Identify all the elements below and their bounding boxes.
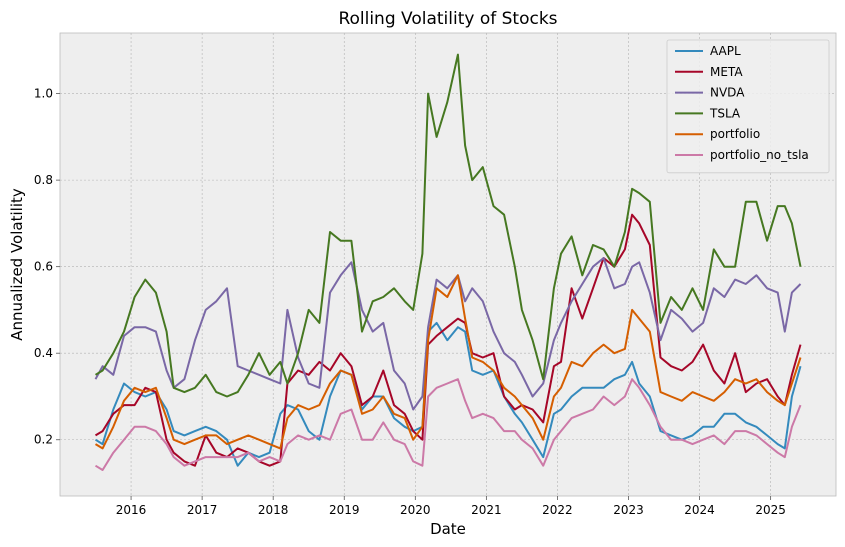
series-line-portfolio-no-tsla <box>94 378 802 471</box>
series-line-meta <box>94 213 802 467</box>
y-tick-label: 0.6 <box>34 260 53 274</box>
x-tick-label: 2023 <box>613 503 644 517</box>
chart-title: Rolling Volatility of Stocks <box>338 9 557 29</box>
x-tick-label: 2018 <box>258 503 289 517</box>
x-tick-label: 2025 <box>755 503 786 517</box>
series-line-nvda <box>94 257 802 411</box>
x-tick-label: 2016 <box>116 503 147 517</box>
x-tick-label: 2019 <box>329 503 360 517</box>
x-tick-label: 2024 <box>684 503 715 517</box>
y-axis-title: Annualized Volatility <box>8 188 26 341</box>
legend-label: portfolio <box>710 127 760 141</box>
y-tick-label: 0.8 <box>34 173 53 187</box>
series-line-aapl <box>94 321 802 467</box>
x-axis-title: Date <box>430 520 466 538</box>
legend-label: NVDA <box>710 86 745 100</box>
legend: AAPL META NVDA TSLA portfolio portfolio_no_ts… <box>666 39 830 174</box>
series-line-portfolio <box>94 274 802 450</box>
legend-box <box>666 39 830 174</box>
x-tick-label: 2017 <box>187 503 218 517</box>
legend-label: META <box>710 65 743 79</box>
series-line-tsla <box>94 53 802 398</box>
ticks: 2016 2017 2018 2019 2020 2021 2022 2023 2024 2025… <box>34 87 786 517</box>
legend-label: AAPL <box>710 44 741 58</box>
legend-label: portfolio_no_tsla <box>710 148 809 162</box>
series-lines <box>94 53 802 471</box>
x-tick-label: 2020 <box>400 503 431 517</box>
x-tick-label: 2022 <box>542 503 573 517</box>
y-tick-label: 1.0 <box>34 87 53 101</box>
y-tick-label: 0.2 <box>34 433 53 447</box>
legend-label: TSLA <box>709 106 741 120</box>
y-tick-label: 0.4 <box>34 346 53 360</box>
x-tick-label: 2021 <box>471 503 502 517</box>
